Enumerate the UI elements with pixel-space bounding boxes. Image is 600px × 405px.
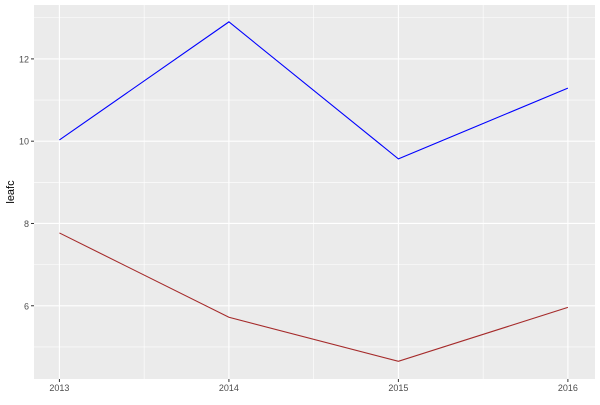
y-tick-label: 6 bbox=[24, 301, 29, 311]
y-tick-label: 12 bbox=[19, 54, 29, 64]
plot-panel bbox=[34, 5, 595, 379]
x-tick-label: 2014 bbox=[219, 383, 239, 393]
x-tick-label: 2015 bbox=[388, 383, 408, 393]
y-axis-label: leafc bbox=[5, 180, 17, 204]
series-line-1 bbox=[59, 21, 569, 160]
x-tick-label: 2013 bbox=[49, 383, 69, 393]
series-line-2 bbox=[59, 232, 569, 362]
series-lines bbox=[59, 21, 569, 362]
x-tick-label: 2016 bbox=[558, 383, 578, 393]
y-tick-label: 8 bbox=[24, 219, 29, 229]
grid-lines bbox=[34, 5, 595, 379]
axes: 6 8 10 12 2013 2014 2015 2016 bbox=[19, 54, 578, 393]
y-tick-label: 10 bbox=[19, 137, 29, 147]
